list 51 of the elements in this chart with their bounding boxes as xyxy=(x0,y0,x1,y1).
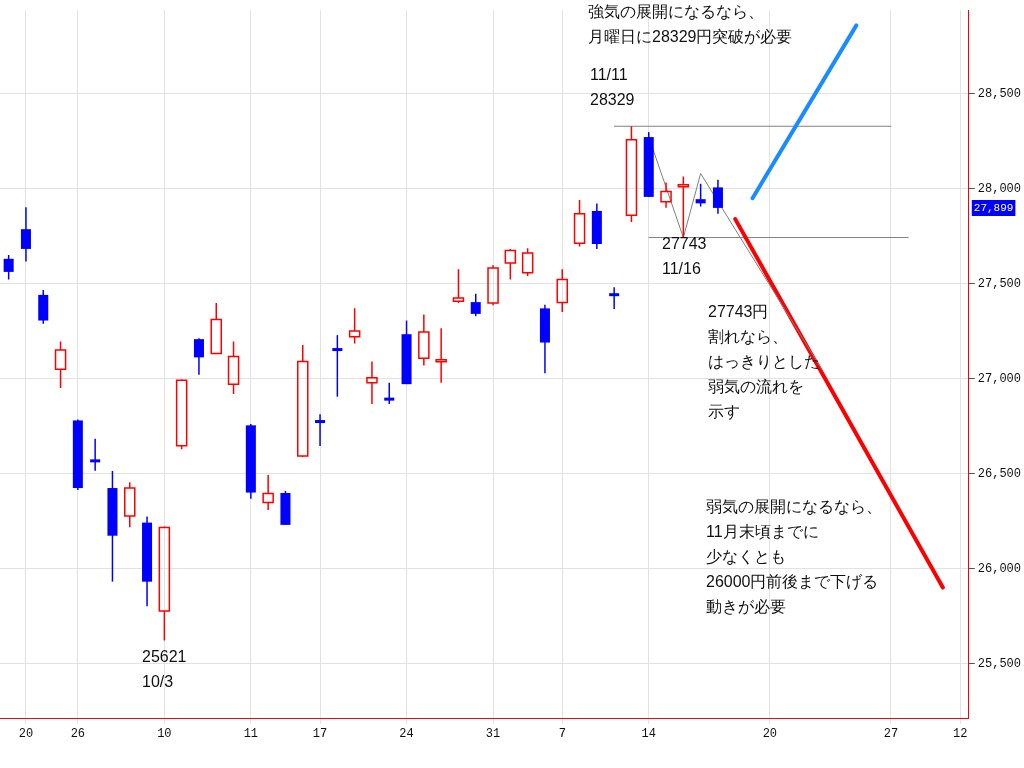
annotation: 25621 10/3 xyxy=(142,648,187,691)
y-tick-label: 28,500 xyxy=(977,86,1022,101)
x-tick-label: 27 xyxy=(883,726,899,741)
candlestick xyxy=(625,125,638,223)
x-tick-label: 20 xyxy=(18,726,34,741)
x-tick-label: 20 xyxy=(762,726,778,741)
candlestick xyxy=(384,381,395,405)
candlestick xyxy=(712,179,723,215)
candlestick xyxy=(227,340,240,395)
candlestick xyxy=(90,437,101,472)
y-tick-label: 28,000 xyxy=(977,181,1022,196)
candlestick xyxy=(20,206,31,263)
candlestick xyxy=(193,337,204,376)
y-tick-label: 27,000 xyxy=(977,371,1022,386)
candlestick xyxy=(332,334,343,398)
candlestick xyxy=(262,474,274,511)
candlestick xyxy=(54,340,67,389)
y-tick-label: 26,500 xyxy=(977,466,1022,481)
candlestick xyxy=(504,248,517,281)
candlestick xyxy=(556,268,569,313)
candlestick xyxy=(210,302,223,355)
candlestick xyxy=(609,286,620,310)
candlestick xyxy=(3,254,14,281)
candlestick xyxy=(348,307,361,345)
text: 27,899 xyxy=(973,201,1014,214)
x-tick-label: 17 xyxy=(312,726,328,741)
candlestick xyxy=(158,526,171,642)
candlestick xyxy=(452,268,465,304)
candlestick xyxy=(366,360,378,405)
candlestick xyxy=(695,183,706,208)
candlestick xyxy=(470,293,481,317)
x-tick-label: 31 xyxy=(485,726,501,741)
x-tick-label: 14 xyxy=(641,726,656,741)
annotation: 強気の展開になるなら、月曜日に28329円突破が必要 xyxy=(588,3,793,46)
x-tick-label: 26 xyxy=(70,726,86,741)
x-tick-label: 12 xyxy=(952,726,968,741)
y-tick-label: 26,000 xyxy=(977,561,1022,576)
candlestick xyxy=(315,413,326,447)
x-tick-label: 11 xyxy=(243,726,259,741)
candlestick xyxy=(435,327,447,384)
x-tick-label: 10 xyxy=(157,726,172,741)
x-tick-label: 7 xyxy=(558,726,566,741)
annotation: 11/11 28329 xyxy=(590,66,635,109)
annotation: 弱気の展開になるなら、11月末頃までに少なくとも26000円前後まで下げる動きが必要 xyxy=(706,498,882,616)
candlestick xyxy=(677,175,690,239)
candlestick xyxy=(660,181,672,209)
x-tick-label: 24 xyxy=(399,726,414,741)
y-tick-label: 25,500 xyxy=(977,656,1022,671)
candlestick xyxy=(418,313,430,367)
annotation: 27743 11/16 xyxy=(662,235,707,278)
y-tick-label: 27,500 xyxy=(977,276,1022,291)
